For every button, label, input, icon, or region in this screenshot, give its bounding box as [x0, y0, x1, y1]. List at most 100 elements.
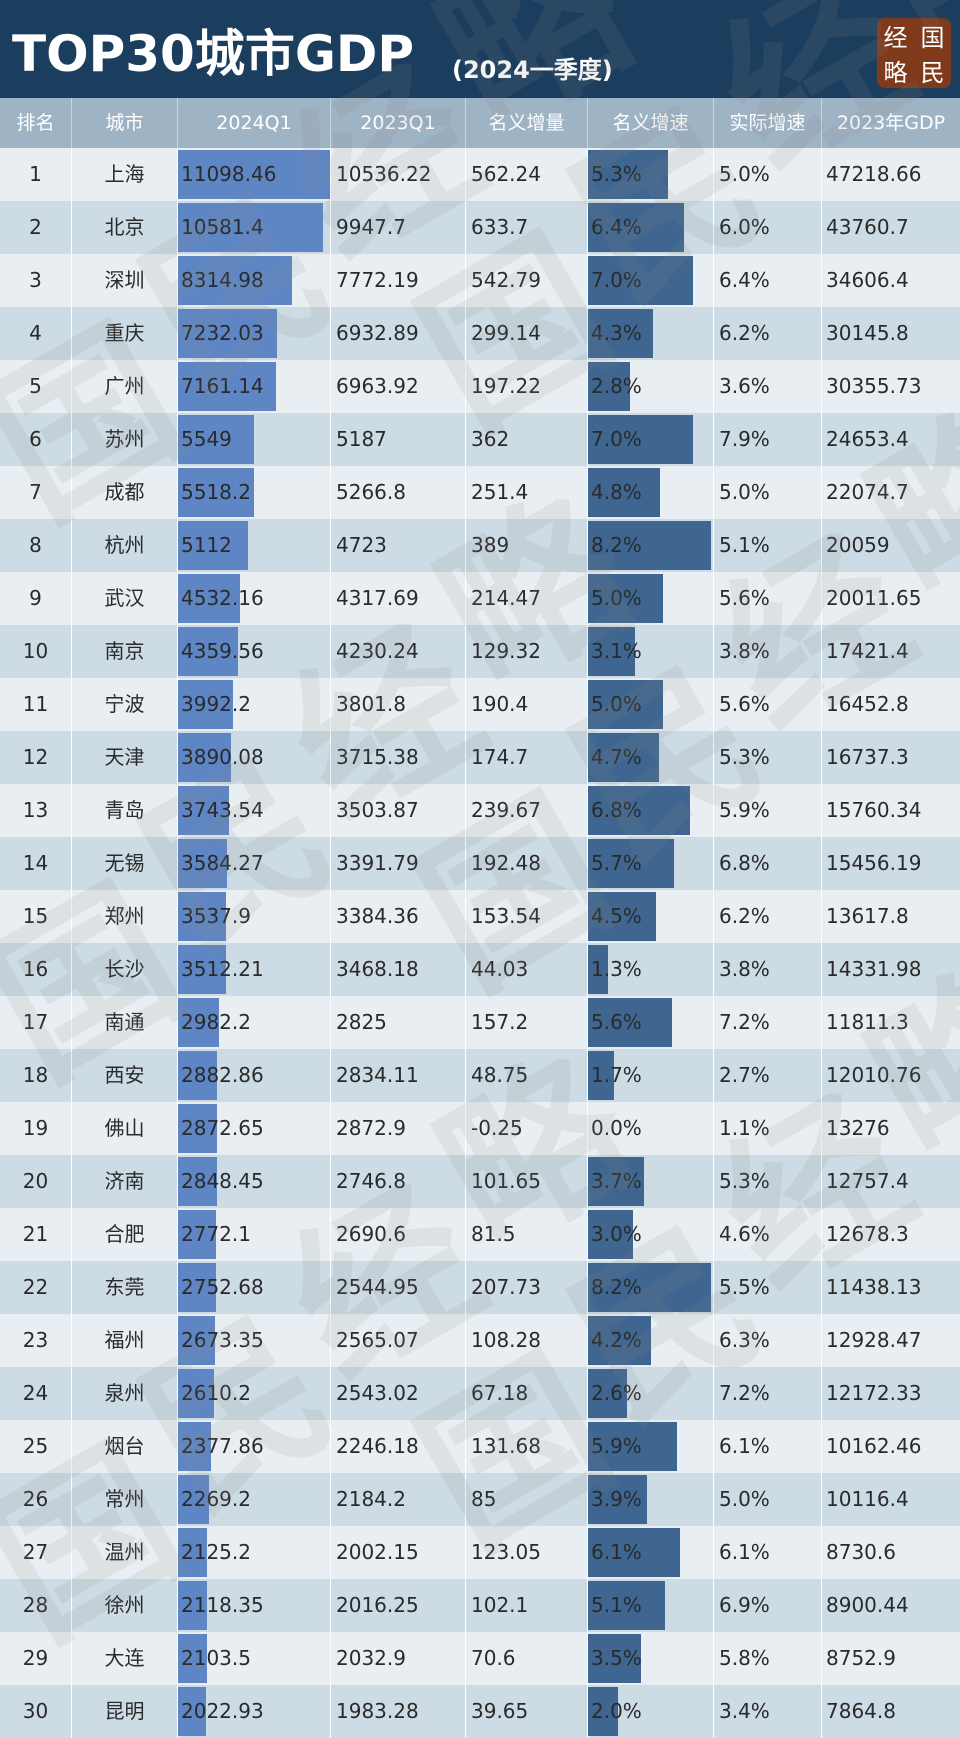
cell-gdp-2023: 12172.33 — [822, 1367, 960, 1420]
cell-real-growth: 6.2% — [714, 307, 822, 360]
cell-city: 上海 — [72, 148, 178, 201]
cell-q1-2023: 2544.95 — [331, 1261, 466, 1314]
cell-nominal-increase: 562.24 — [466, 148, 588, 201]
cell-gdp-2023: 30145.8 — [822, 307, 960, 360]
cell-nominal-increase: 207.73 — [466, 1261, 588, 1314]
cell-city: 重庆 — [72, 307, 178, 360]
cell-value: 5112 — [178, 533, 232, 557]
cell-rank: 12 — [0, 731, 72, 784]
cell-real-growth: 5.0% — [714, 466, 822, 519]
cell-q1-2024: 3584.27 — [178, 837, 331, 890]
header-nominal-growth: 名义增速 — [588, 98, 714, 148]
cell-rank: 18 — [0, 1049, 72, 1102]
cell-value: 3537.9 — [178, 904, 251, 928]
cell-city: 合肥 — [72, 1208, 178, 1261]
cell-nominal-increase: 129.32 — [466, 625, 588, 678]
cell-gdp-2023: 13276 — [822, 1102, 960, 1155]
cell-value: 6.4% — [588, 215, 642, 239]
cell-rank: 23 — [0, 1314, 72, 1367]
cell-q1-2023: 2746.8 — [331, 1155, 466, 1208]
cell-q1-2023: 9947.7 — [331, 201, 466, 254]
cell-value: 4.8% — [588, 480, 642, 504]
cell-value: 3890.08 — [178, 745, 264, 769]
cell-nominal-growth: 7.0% — [588, 254, 714, 307]
cell-q1-2023: 7772.19 — [331, 254, 466, 307]
cell-q1-2024: 11098.46 — [178, 148, 331, 201]
cell-q1-2024: 2125.2 — [178, 1526, 331, 1579]
cell-value: 3.1% — [588, 639, 642, 663]
cell-value: 5.7% — [588, 851, 642, 875]
cell-q1-2023: 5266.8 — [331, 466, 466, 519]
cell-real-growth: 6.4% — [714, 254, 822, 307]
cell-q1-2024: 2103.5 — [178, 1632, 331, 1685]
cell-nominal-growth: 5.0% — [588, 678, 714, 731]
cell-city: 宁波 — [72, 678, 178, 731]
cell-city: 济南 — [72, 1155, 178, 1208]
cell-rank: 28 — [0, 1579, 72, 1632]
cell-nominal-growth: 5.3% — [588, 148, 714, 201]
cell-city: 佛山 — [72, 1102, 178, 1155]
cell-value: 2872.65 — [178, 1116, 264, 1140]
cell-nominal-increase: 153.54 — [466, 890, 588, 943]
cell-real-growth: 5.1% — [714, 519, 822, 572]
cell-q1-2023: 2690.6 — [331, 1208, 466, 1261]
cell-nominal-increase: 131.68 — [466, 1420, 588, 1473]
cell-q1-2024: 2269.2 — [178, 1473, 331, 1526]
cell-city: 长沙 — [72, 943, 178, 996]
brand-seal-logo: 经 国 略 民 — [877, 18, 951, 88]
cell-gdp-2023: 47218.66 — [822, 148, 960, 201]
cell-real-growth: 5.3% — [714, 731, 822, 784]
cell-nominal-growth: 0.0% — [588, 1102, 714, 1155]
cell-value: 5549 — [178, 427, 232, 451]
cell-rank: 30 — [0, 1685, 72, 1738]
cell-nominal-increase: 101.65 — [466, 1155, 588, 1208]
cell-nominal-increase: 48.75 — [466, 1049, 588, 1102]
cell-city: 广州 — [72, 360, 178, 413]
cell-gdp-2023: 20011.65 — [822, 572, 960, 625]
cell-q1-2023: 3801.8 — [331, 678, 466, 731]
cell-q1-2023: 3391.79 — [331, 837, 466, 890]
cell-gdp-2023: 11438.13 — [822, 1261, 960, 1314]
page-title: TOP30城市GDP — [12, 14, 414, 86]
cell-nominal-growth: 7.0% — [588, 413, 714, 466]
cell-value: 7232.03 — [178, 321, 264, 345]
cell-city: 杭州 — [72, 519, 178, 572]
cell-gdp-2023: 8900.44 — [822, 1579, 960, 1632]
cell-nominal-growth: 6.4% — [588, 201, 714, 254]
cell-value: 10581.4 — [178, 215, 264, 239]
cell-q1-2024: 3512.21 — [178, 943, 331, 996]
cell-city: 南京 — [72, 625, 178, 678]
cell-nominal-increase: 214.47 — [466, 572, 588, 625]
cell-real-growth: 7.9% — [714, 413, 822, 466]
cell-nominal-growth: 8.2% — [588, 1261, 714, 1314]
cell-nominal-growth: 4.2% — [588, 1314, 714, 1367]
cell-nominal-growth: 5.0% — [588, 572, 714, 625]
cell-real-growth: 6.0% — [714, 201, 822, 254]
cell-value: 2.0% — [588, 1699, 642, 1723]
cell-gdp-2023: 10162.46 — [822, 1420, 960, 1473]
cell-nominal-growth: 3.1% — [588, 625, 714, 678]
cell-nominal-growth: 6.1% — [588, 1526, 714, 1579]
cell-rank: 5 — [0, 360, 72, 413]
cell-gdp-2023: 12928.47 — [822, 1314, 960, 1367]
cell-value: 5.3% — [588, 162, 642, 186]
cell-rank: 1 — [0, 148, 72, 201]
cell-value: 11098.46 — [178, 162, 276, 186]
cell-value: 1.3% — [588, 957, 642, 981]
cell-nominal-increase: 197.22 — [466, 360, 588, 413]
cell-value: 6.8% — [588, 798, 642, 822]
cell-gdp-2023: 14331.98 — [822, 943, 960, 996]
cell-value: 2.8% — [588, 374, 642, 398]
header-city: 城市 — [72, 98, 178, 148]
cell-nominal-increase: 389 — [466, 519, 588, 572]
cell-gdp-2023: 13617.8 — [822, 890, 960, 943]
header-gdp-2023: 2023年GDP — [822, 98, 960, 148]
cell-value: 2772.1 — [178, 1222, 251, 1246]
